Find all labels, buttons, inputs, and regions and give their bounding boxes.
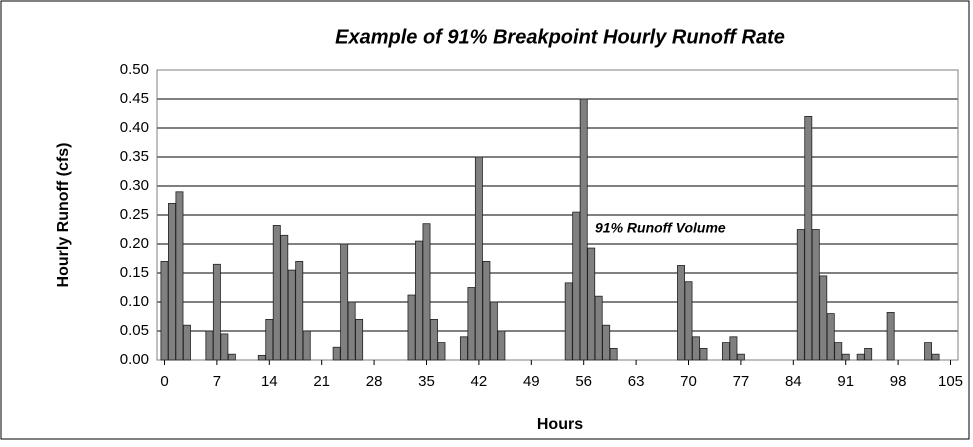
bar [280, 234, 289, 361]
bar [459, 336, 468, 361]
bar [721, 342, 730, 361]
bar [227, 353, 236, 361]
bar [467, 287, 476, 361]
bar [489, 301, 498, 361]
x-tick-label: 42 [471, 373, 488, 390]
bar [160, 260, 169, 361]
bar [437, 342, 446, 361]
bar [572, 211, 581, 361]
x-tick-label: 105 [938, 373, 963, 390]
bar [826, 313, 835, 361]
bar [579, 98, 588, 361]
bar [684, 281, 693, 361]
bar [729, 336, 738, 361]
bar [265, 318, 274, 361]
bar [272, 225, 281, 361]
bar [220, 333, 229, 361]
bar [182, 324, 191, 361]
bar [564, 282, 573, 361]
y-tick-label: 0.45 [120, 90, 149, 107]
bar [287, 269, 296, 361]
bar [856, 353, 865, 361]
bar [212, 263, 221, 361]
bar [422, 223, 431, 361]
y-tick-label: 0.10 [120, 293, 149, 310]
bar [295, 260, 304, 361]
x-tick-label: 77 [733, 373, 750, 390]
bar [340, 243, 349, 361]
y-tick-label: 0.25 [120, 206, 149, 223]
bar [168, 202, 176, 361]
x-tick-label: 28 [366, 373, 383, 390]
y-tick-label: 0.30 [120, 177, 149, 194]
bar [482, 260, 491, 361]
bar [332, 346, 341, 361]
bar [302, 330, 311, 361]
bar [415, 240, 423, 361]
plot-border [156, 69, 959, 361]
bar [692, 336, 700, 361]
bar [796, 229, 805, 361]
x-tick-label: 21 [313, 373, 330, 390]
y-tick-label: 0.00 [120, 351, 149, 368]
y-axis-label: Hourly Runoff (cfs) [55, 143, 72, 288]
x-tick-label: 56 [575, 373, 592, 390]
bar [886, 312, 895, 361]
bar [347, 301, 356, 361]
bar [355, 318, 364, 361]
x-tick-label: 49 [523, 373, 540, 390]
chart-title: Example of 91% Breakpoint Hourly Runoff … [335, 26, 785, 48]
x-tick-label: 84 [785, 373, 802, 390]
bar [699, 347, 708, 361]
bar [677, 265, 685, 361]
bar [602, 324, 611, 361]
x-tick-label: 70 [680, 373, 697, 390]
x-axis-label: Hours [537, 416, 583, 433]
bar [175, 191, 184, 361]
bar [594, 295, 603, 361]
bar [430, 318, 438, 361]
x-tick-label: 35 [418, 373, 435, 390]
bar [257, 354, 266, 361]
x-tick-label: 91 [837, 373, 854, 390]
bar [609, 347, 618, 361]
bar [497, 330, 506, 361]
bar [864, 347, 873, 361]
y-tick-label: 0.40 [120, 119, 149, 136]
x-tick-label: 0 [160, 373, 168, 390]
bar [834, 342, 843, 361]
bar [407, 294, 416, 361]
bar [736, 353, 745, 361]
x-tick-label: 98 [890, 373, 907, 390]
annotation: 91% Runoff Volume [595, 220, 726, 236]
bar [587, 247, 596, 361]
y-tick-label: 0.20 [120, 235, 149, 252]
bar [924, 342, 933, 361]
bar [804, 116, 813, 361]
bar [474, 156, 483, 361]
bar [931, 353, 940, 361]
x-tick-label: 14 [261, 373, 278, 390]
y-tick-label: 0.15 [120, 264, 149, 281]
y-tick-label: 0.50 [120, 61, 149, 78]
bar [841, 353, 850, 361]
x-tick-label: 63 [628, 373, 645, 390]
x-tick-label: 7 [213, 373, 221, 390]
bar [811, 229, 820, 361]
bar [205, 330, 214, 361]
bar [819, 275, 828, 361]
y-tick-label: 0.35 [120, 148, 149, 165]
y-tick-label: 0.05 [120, 322, 149, 339]
